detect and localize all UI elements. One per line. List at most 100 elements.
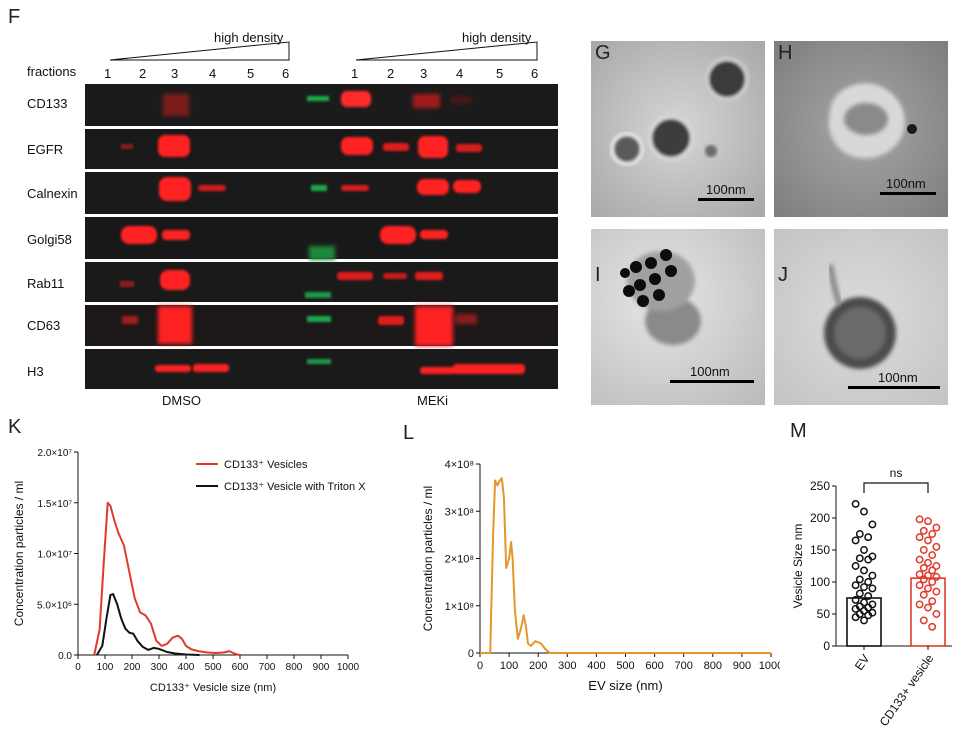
data-point	[860, 566, 868, 575]
fraction-number: 3	[420, 66, 428, 81]
density-label-left: high density	[214, 30, 284, 45]
chart-k: 0.0 5.0×10⁶ 1.0×10⁷ 1.5×10⁷ 2.0×10⁷ 0 100 200 30…	[12, 448, 365, 694]
data-point	[851, 581, 860, 590]
chart-m: 0 50 100 150 200 250 Vesicle Size nm EV CD133+ v…	[791, 466, 952, 729]
significance-label: ns	[890, 466, 903, 480]
legend-label: CD133⁺ Vesicle with Triton X100	[224, 481, 365, 493]
data-point	[855, 530, 864, 538]
x-axis-label: CD133⁺ Vesicle size (nm)	[150, 682, 276, 694]
x-tick-label: 500	[205, 662, 222, 673]
fraction-number: 2	[139, 66, 147, 81]
fraction-number: 1	[351, 66, 359, 81]
fraction-number: 5	[496, 66, 504, 81]
data-point	[864, 533, 873, 542]
x-tick-label: 700	[675, 660, 693, 672]
legend-label: CD133⁺ Vesicles	[224, 459, 308, 471]
data-point	[932, 542, 941, 551]
y-tick-label: 0.0	[58, 651, 72, 662]
data-point	[932, 572, 941, 581]
blot-label-calnexin: Calnexin	[27, 186, 78, 201]
x-tick-label: 100	[97, 662, 114, 673]
data-point	[860, 598, 868, 607]
fractions-label: fractions	[27, 64, 77, 79]
panel-h-letter: H	[778, 42, 793, 64]
x-tick-label: 0	[75, 662, 81, 673]
panel-g-letter: G	[595, 42, 611, 64]
data-point	[924, 558, 932, 567]
fraction-number: 3	[171, 66, 179, 81]
scale-bar-h	[880, 192, 936, 195]
y-tick-label: 0	[823, 639, 830, 653]
western-blot-image	[85, 84, 558, 389]
data-point	[915, 533, 924, 542]
data-point	[915, 515, 924, 524]
fraction-number: 6	[282, 66, 290, 81]
data-point	[851, 595, 860, 604]
x-tick-label: 900	[733, 660, 751, 672]
em-image-g	[591, 41, 765, 217]
y-axis-label: Vesicle Size nm	[791, 524, 805, 609]
panel-i-letter: I	[595, 264, 601, 286]
data-point	[919, 575, 928, 584]
series-line	[480, 477, 771, 654]
data-point	[851, 604, 860, 613]
x-tick-label: 900	[313, 662, 330, 673]
data-point	[868, 584, 877, 593]
y-tick-label: 50	[817, 607, 831, 621]
x-tick-label: 200	[124, 662, 141, 673]
density-wedge-right	[355, 41, 538, 61]
data-point	[928, 578, 937, 586]
data-point	[919, 616, 928, 625]
x-tick-label: 400	[178, 662, 195, 673]
x-category-label: EV	[852, 652, 873, 673]
fraction-number: 5	[247, 66, 255, 81]
data-point	[928, 551, 937, 560]
data-point	[864, 611, 873, 620]
x-tick-label: 300	[151, 662, 168, 673]
x-tick-label: 500	[616, 660, 634, 672]
fraction-number: 6	[531, 66, 539, 81]
data-point	[915, 570, 924, 579]
y-tick-label: 0	[468, 648, 474, 660]
y-tick-label: 200	[810, 511, 830, 525]
y-tick-label: 1.5×10⁷	[38, 499, 73, 510]
data-point	[932, 562, 941, 570]
data-point	[915, 600, 924, 609]
density-label-right: high density	[462, 30, 532, 45]
data-point	[932, 610, 941, 618]
data-point	[851, 562, 860, 570]
y-tick-label: 2.0×10⁷	[38, 448, 73, 459]
x-tick-label: 600	[645, 660, 663, 672]
data-point	[851, 499, 860, 508]
panel-f-letter: F	[8, 6, 21, 28]
data-point	[924, 584, 932, 593]
data-point	[915, 581, 924, 590]
panel-l-letter: L	[403, 422, 415, 444]
blot-label-rab11: Rab11	[27, 276, 65, 291]
x-tick-label: 1000	[759, 660, 780, 672]
data-point	[919, 563, 928, 572]
x-tick-label: 1000	[337, 662, 360, 673]
series-line-1	[93, 501, 241, 656]
y-tick-label: 5.0×10⁶	[37, 600, 72, 611]
data-point	[851, 536, 860, 545]
x-tick-label: 400	[587, 660, 605, 672]
panel-k-letter: K	[8, 416, 22, 438]
data-point	[915, 555, 924, 564]
data-point	[924, 603, 932, 612]
y-axis-label: Concentration particles / ml	[421, 486, 435, 631]
y-tick-label: 1×10⁸	[445, 601, 474, 613]
x-tick-label: 100	[500, 660, 518, 672]
data-point	[868, 571, 877, 580]
panel-j-letter: J	[778, 264, 788, 286]
series-line-2	[96, 593, 200, 656]
blot-label-h3: H3	[27, 364, 44, 379]
x-tick-label: 800	[704, 660, 722, 672]
scale-label-i: 100nm	[690, 364, 730, 379]
y-tick-label: 4×10⁸	[445, 459, 474, 471]
blot-label-egfr: EGFR	[27, 142, 64, 157]
y-tick-label: 2×10⁸	[445, 554, 474, 566]
x-tick-label: 300	[558, 660, 576, 672]
x-axis-label: EV size (nm)	[588, 678, 662, 693]
y-tick-label: 1.0×10⁷	[38, 550, 73, 561]
